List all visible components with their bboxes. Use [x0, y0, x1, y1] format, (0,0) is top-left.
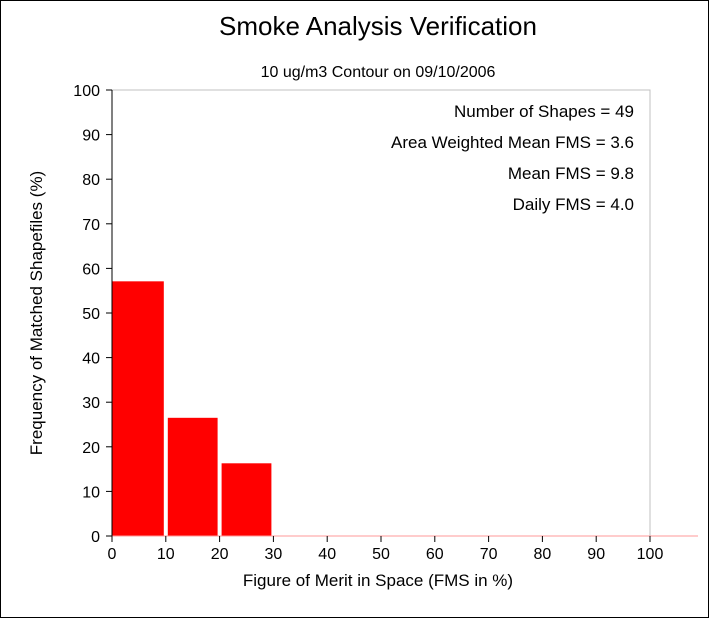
chart-subtitle: 10 ug/m3 Contour on 09/10/2006: [261, 64, 496, 81]
y-tick-label-100: 100: [73, 83, 100, 100]
x-ticks: 0 10 20 30 40 50 60 70 80 90 100: [108, 536, 664, 563]
histogram-bar-0-10: [112, 281, 164, 536]
y-tick-label-20: 20: [82, 440, 100, 457]
y-axis-label: Frequency of Matched Shapefiles (%): [27, 171, 46, 455]
y-tick-label-40: 40: [82, 351, 100, 368]
y-ticks: 0 10 20 30 40 50 60 70 80 90 100: [73, 83, 112, 546]
bars-layer: [112, 281, 272, 536]
x-tick-label-60: 60: [426, 546, 444, 563]
y-tick-label-30: 30: [82, 395, 100, 412]
x-tick-label-40: 40: [318, 546, 336, 563]
x-tick-label-80: 80: [534, 546, 552, 563]
x-tick-label-10: 10: [157, 546, 175, 563]
y-tick-label-50: 50: [82, 306, 100, 323]
x-tick-label-20: 20: [211, 546, 229, 563]
stat-annotation-0: Number of Shapes = 49: [454, 102, 634, 121]
y-tick-label-70: 70: [82, 217, 100, 234]
x-tick-label-50: 50: [372, 546, 390, 563]
y-tick-label-80: 80: [82, 172, 100, 189]
x-axis-label: Figure of Merit in Space (FMS in %): [243, 571, 513, 590]
y-tick-label-10: 10: [82, 484, 100, 501]
stat-annotation-3: Daily FMS = 4.0: [513, 195, 634, 214]
y-tick-label-60: 60: [82, 261, 100, 278]
x-tick-label-90: 90: [587, 546, 605, 563]
x-tick-label-100: 100: [637, 546, 664, 563]
stat-annotation-2: Mean FMS = 9.8: [508, 164, 634, 183]
histogram-bar-10-20: [167, 417, 218, 536]
annotations: Number of Shapes = 49 Area Weighted Mean …: [391, 102, 634, 214]
histogram-bar-20-30: [221, 463, 272, 536]
y-tick-label-0: 0: [91, 529, 100, 546]
x-tick-label-70: 70: [480, 546, 498, 563]
stat-annotation-1: Area Weighted Mean FMS = 3.6: [391, 133, 634, 152]
plot-area: 0 10 20 30 40 50 60 70 80 90 100 0 10 20 30 40 50 60 70 80…: [73, 83, 698, 563]
chart-title: Smoke Analysis Verification: [219, 11, 537, 41]
x-tick-label-30: 30: [265, 546, 283, 563]
x-tick-label-0: 0: [108, 546, 117, 563]
y-tick-label-90: 90: [82, 128, 100, 145]
